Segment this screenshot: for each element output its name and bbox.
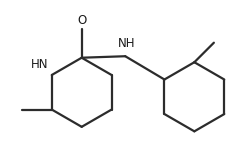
Text: O: O	[77, 14, 86, 27]
Text: HN: HN	[31, 58, 49, 71]
Text: NH: NH	[118, 37, 136, 50]
